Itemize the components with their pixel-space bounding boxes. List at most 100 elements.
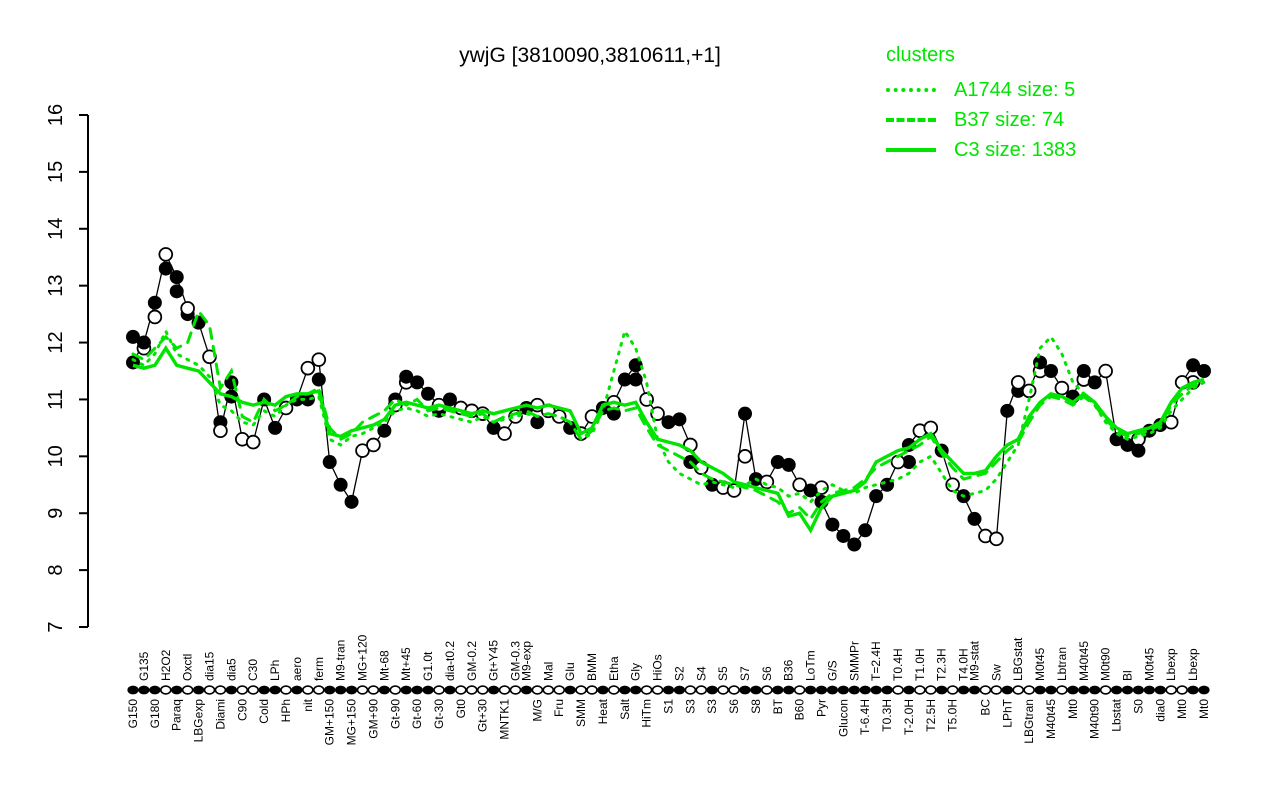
open-point-icon — [989, 531, 1004, 547]
filled-point-icon — [322, 455, 337, 470]
x-axis-condition-labels: G150 G135 G180 H2O2 Paraq Oxctl LBGexp dia15 Dia… — [126, 634, 1211, 745]
condition-label: Gt-30 — [432, 699, 446, 729]
condition-label: Bl — [1121, 670, 1135, 681]
condition-label: Mt-68 — [377, 650, 391, 681]
strip-filled-point-icon — [1001, 685, 1013, 695]
strip-open-point-icon — [465, 685, 478, 695]
condition-label: LPhT — [1000, 698, 1014, 727]
open-point-icon — [147, 309, 163, 325]
open-point-icon — [213, 423, 228, 439]
strip-filled-point-icon — [815, 685, 828, 695]
condition-label: M40t45 — [1077, 641, 1091, 681]
strip-filled-point-icon — [225, 685, 237, 695]
condition-label: M40t90 — [1088, 699, 1102, 739]
strip-filled-point-icon — [138, 685, 150, 695]
strip-filled-point-icon — [400, 685, 412, 695]
condition-label: HiOs — [651, 654, 665, 681]
condition-label: Mt0 — [1197, 699, 1211, 719]
condition-label: M0t45 — [1142, 647, 1156, 681]
strip-open-point-icon — [586, 685, 598, 695]
filled-point-icon — [770, 455, 785, 470]
strip-open-point-icon — [389, 685, 402, 695]
strip-filled-point-icon — [750, 685, 762, 695]
filled-point-icon — [617, 372, 632, 387]
strip-open-point-icon — [695, 685, 708, 695]
open-point-icon — [497, 426, 512, 441]
strip-open-point-icon — [979, 685, 992, 695]
strip-open-point-icon — [1023, 685, 1035, 695]
condition-label: B60 — [793, 699, 807, 721]
filled-point-icon — [126, 329, 140, 344]
condition-label: Lbexp — [1164, 648, 1178, 681]
filled-point-icon — [869, 489, 884, 504]
filled-point-icon — [705, 477, 720, 492]
cluster-line-a1744 — [131, 327, 1206, 504]
condition-label: G180 — [148, 699, 162, 729]
condition-label: T-6.4H — [858, 699, 872, 735]
filled-point-icon — [1120, 437, 1135, 452]
y-axis: 7 8 9 10 11 12 13 14 15 16 — [45, 104, 89, 633]
condition-label: BT — [771, 698, 785, 714]
condition-label: MG+150 — [345, 699, 359, 746]
filled-point-icon — [563, 420, 578, 435]
strip-filled-point-icon — [772, 685, 784, 695]
strip-open-point-icon — [476, 685, 489, 695]
filled-point-icon — [421, 386, 436, 401]
condition-label: C30 — [246, 659, 260, 681]
condition-label: S6 — [727, 699, 741, 714]
condition-label: Gt-60 — [410, 699, 424, 729]
filled-point-icon — [1033, 355, 1048, 370]
condition-label: M40t45 — [1044, 699, 1058, 739]
strip-open-point-icon — [1165, 685, 1178, 695]
condition-label: S0 — [1131, 699, 1145, 714]
condition-label: S3 — [705, 699, 719, 714]
condition-label: B36 — [782, 659, 796, 681]
filled-point-icon — [311, 372, 326, 387]
condition-label: S2 — [672, 666, 686, 681]
strip-filled-point-icon — [1078, 685, 1090, 695]
filled-point-icon — [1000, 403, 1015, 418]
open-point-icon — [366, 437, 381, 453]
strip-filled-point-icon — [520, 685, 533, 695]
condition-label: T2.3H — [935, 648, 949, 681]
strip-filled-point-icon — [1132, 685, 1145, 695]
condition-label: LBGtran — [1022, 699, 1036, 744]
filled-point-icon — [901, 455, 916, 470]
legend-title: clusters — [886, 44, 955, 66]
legend-item-label: C3 size: 1383 — [954, 138, 1077, 161]
condition-label: GM-0.2 — [465, 641, 479, 681]
strip-open-point-icon — [924, 685, 937, 695]
strip-filled-point-icon — [1034, 685, 1046, 695]
open-point-icon — [1163, 414, 1179, 430]
strip-open-point-icon — [1012, 685, 1025, 695]
filled-point-icon — [344, 494, 359, 509]
open-point-icon — [158, 247, 174, 262]
filled-point-icon — [1044, 364, 1058, 378]
strip-filled-point-icon — [630, 685, 642, 695]
open-point-icon — [1098, 363, 1113, 379]
strip-filled-point-icon — [1154, 685, 1166, 695]
filled-point-icon — [136, 335, 151, 350]
strip-filled-point-icon — [870, 685, 882, 695]
strip-open-point-icon — [367, 685, 380, 695]
strip-open-point-icon — [455, 685, 467, 695]
condition-label: Sw — [989, 664, 1003, 681]
condition-label: G150 — [126, 699, 140, 729]
filled-point-icon — [847, 537, 862, 552]
condition-label: dia-t0.2 — [443, 641, 457, 681]
condition-label: S6 — [760, 666, 774, 681]
condition-label: S1 — [662, 699, 676, 714]
condition-label: S7 — [738, 666, 752, 681]
filled-point-icon — [803, 483, 818, 498]
strip-filled-point-icon — [936, 685, 948, 695]
condition-label: Lbexp — [1186, 648, 1200, 681]
condition-label: LoTm — [804, 650, 818, 681]
strip-filled-point-icon — [662, 685, 675, 695]
cluster-line-c3 — [132, 345, 1205, 534]
legend-item-label: B37 size: 74 — [954, 108, 1065, 131]
strip-filled-point-icon — [706, 685, 718, 695]
strip-filled-point-icon — [291, 685, 303, 695]
condition-label: S3 — [683, 699, 697, 714]
filled-point-icon — [661, 415, 676, 430]
